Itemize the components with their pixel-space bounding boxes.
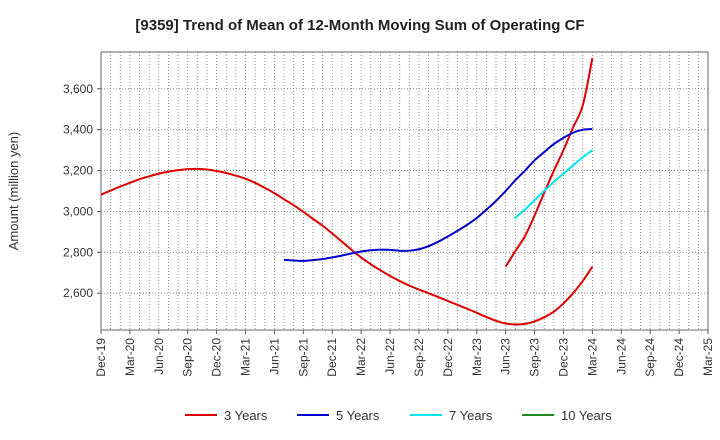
x-tick-label: Jun-22 — [383, 338, 397, 375]
series-line-3-years — [100, 167, 594, 326]
legend: 3 Years 5 Years 7 Years 10 Years — [185, 408, 612, 423]
series-line-3-years-cont — [504, 57, 594, 268]
y-tick-label: 3,600 — [63, 82, 93, 96]
y-axis-ticks: 2,600 2,800 3,000 3,200 3,400 3,600 — [63, 82, 101, 300]
x-tick-label: Sep-23 — [528, 338, 542, 377]
x-tick-label: Sep-24 — [643, 338, 657, 377]
x-tick-label: Mar-21 — [239, 338, 253, 376]
x-tick-label: Jun-21 — [267, 338, 281, 375]
x-tick-label: Dec-22 — [441, 338, 455, 377]
y-tick-label: 2,600 — [63, 286, 93, 300]
y-tick-label: 2,800 — [63, 245, 93, 259]
chart-title: [9359] Trend of Mean of 12-Month Moving … — [135, 17, 584, 34]
plot-area — [100, 51, 709, 331]
legend-label-7-years: 7 Years — [449, 408, 493, 423]
grid — [101, 52, 708, 330]
x-tick-label: Mar-20 — [123, 338, 137, 376]
x-tick-label: Sep-20 — [181, 338, 195, 377]
x-tick-label: Sep-22 — [412, 338, 426, 377]
y-tick-label: 3,000 — [63, 204, 93, 218]
x-tick-label: Mar-25 — [701, 338, 715, 376]
x-tick-label: Dec-21 — [325, 338, 339, 377]
x-tick-label: Mar-24 — [585, 338, 599, 376]
y-tick-label: 3,400 — [63, 123, 93, 137]
y-tick-label: 3,200 — [63, 164, 93, 178]
x-tick-label: Mar-23 — [470, 338, 484, 376]
series-line-7-years — [513, 149, 593, 220]
x-tick-label: Dec-20 — [210, 338, 224, 377]
x-tick-label: Jun-24 — [614, 338, 628, 375]
x-axis-ticks: Dec-19 Mar-20 Jun-20 Sep-20 Dec-20 Mar-21 Jun-… — [94, 330, 715, 377]
x-tick-label: Dec-24 — [672, 338, 686, 377]
legend-label-3-years: 3 Years — [224, 408, 268, 423]
x-tick-label: Jun-23 — [499, 338, 513, 375]
x-tick-label: Sep-21 — [296, 338, 310, 377]
x-tick-label: Dec-23 — [556, 338, 570, 377]
x-tick-label: Mar-22 — [354, 338, 368, 376]
y-axis-label: Amount (million yen) — [6, 132, 21, 251]
series-line-5-years — [283, 128, 593, 262]
series-lines — [100, 57, 594, 326]
x-tick-label: Jun-20 — [152, 338, 166, 375]
x-tick-label: Dec-19 — [94, 338, 108, 377]
legend-label-10-years: 10 Years — [561, 408, 612, 423]
legend-label-5-years: 5 Years — [336, 408, 380, 423]
